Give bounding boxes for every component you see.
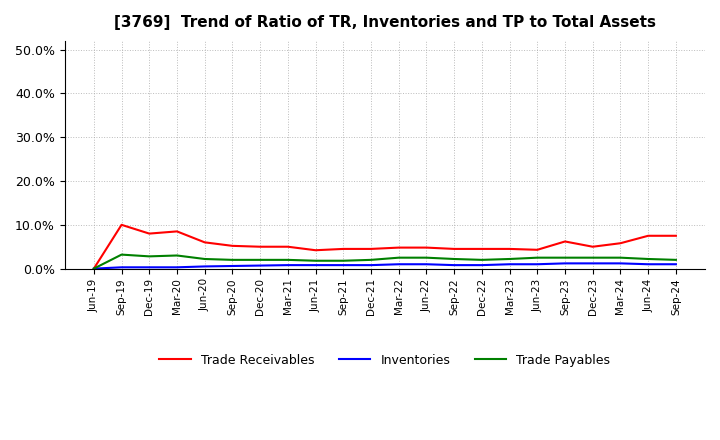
Trade Receivables — [644, 233, 652, 238]
Line: Inventories: Inventories — [94, 264, 676, 269]
Legend: Trade Receivables, Inventories, Trade Payables: Trade Receivables, Inventories, Trade Pa… — [154, 348, 616, 372]
Trade Receivables — [366, 246, 375, 252]
Inventories — [505, 262, 514, 267]
Trade Payables — [89, 266, 98, 271]
Trade Receivables — [145, 231, 153, 236]
Trade Payables — [561, 255, 570, 260]
Trade Receivables — [616, 241, 625, 246]
Line: Trade Receivables: Trade Receivables — [94, 225, 676, 269]
Inventories — [533, 262, 541, 267]
Trade Receivables — [422, 245, 431, 250]
Trade Payables — [672, 257, 680, 263]
Inventories — [256, 263, 264, 268]
Trade Receivables — [505, 246, 514, 252]
Inventories — [366, 263, 375, 268]
Trade Payables — [117, 252, 126, 257]
Trade Receivables — [477, 246, 486, 252]
Trade Payables — [173, 253, 181, 258]
Trade Payables — [477, 257, 486, 263]
Trade Payables — [450, 257, 459, 262]
Trade Payables — [616, 255, 625, 260]
Trade Receivables — [561, 239, 570, 244]
Inventories — [477, 263, 486, 268]
Trade Receivables — [256, 244, 264, 249]
Inventories — [117, 265, 126, 270]
Line: Trade Payables: Trade Payables — [94, 255, 676, 269]
Inventories — [173, 265, 181, 270]
Inventories — [672, 262, 680, 267]
Trade Payables — [256, 257, 264, 263]
Trade Payables — [533, 255, 541, 260]
Trade Receivables — [228, 243, 237, 249]
Trade Payables — [228, 257, 237, 263]
Trade Payables — [588, 255, 597, 260]
Trade Receivables — [117, 222, 126, 227]
Trade Receivables — [672, 233, 680, 238]
Inventories — [145, 265, 153, 270]
Trade Payables — [311, 258, 320, 264]
Trade Payables — [145, 254, 153, 259]
Inventories — [422, 262, 431, 267]
Trade Payables — [366, 257, 375, 263]
Inventories — [284, 263, 292, 268]
Inventories — [311, 263, 320, 268]
Trade Payables — [505, 257, 514, 262]
Trade Payables — [644, 257, 652, 262]
Trade Receivables — [311, 248, 320, 253]
Trade Receivables — [533, 247, 541, 253]
Trade Receivables — [339, 246, 348, 252]
Title: [3769]  Trend of Ratio of TR, Inventories and TP to Total Assets: [3769] Trend of Ratio of TR, Inventories… — [114, 15, 656, 30]
Trade Receivables — [395, 245, 403, 250]
Trade Receivables — [588, 244, 597, 249]
Inventories — [450, 263, 459, 268]
Trade Receivables — [284, 244, 292, 249]
Trade Receivables — [89, 266, 98, 271]
Inventories — [89, 266, 98, 271]
Trade Payables — [339, 258, 348, 264]
Inventories — [228, 264, 237, 269]
Inventories — [561, 261, 570, 266]
Trade Receivables — [173, 229, 181, 234]
Inventories — [644, 262, 652, 267]
Trade Receivables — [450, 246, 459, 252]
Trade Payables — [200, 257, 209, 262]
Trade Receivables — [200, 240, 209, 245]
Inventories — [588, 261, 597, 266]
Inventories — [339, 263, 348, 268]
Inventories — [200, 264, 209, 269]
Trade Payables — [422, 255, 431, 260]
Inventories — [395, 262, 403, 267]
Trade Payables — [395, 255, 403, 260]
Inventories — [616, 261, 625, 266]
Trade Payables — [284, 257, 292, 263]
